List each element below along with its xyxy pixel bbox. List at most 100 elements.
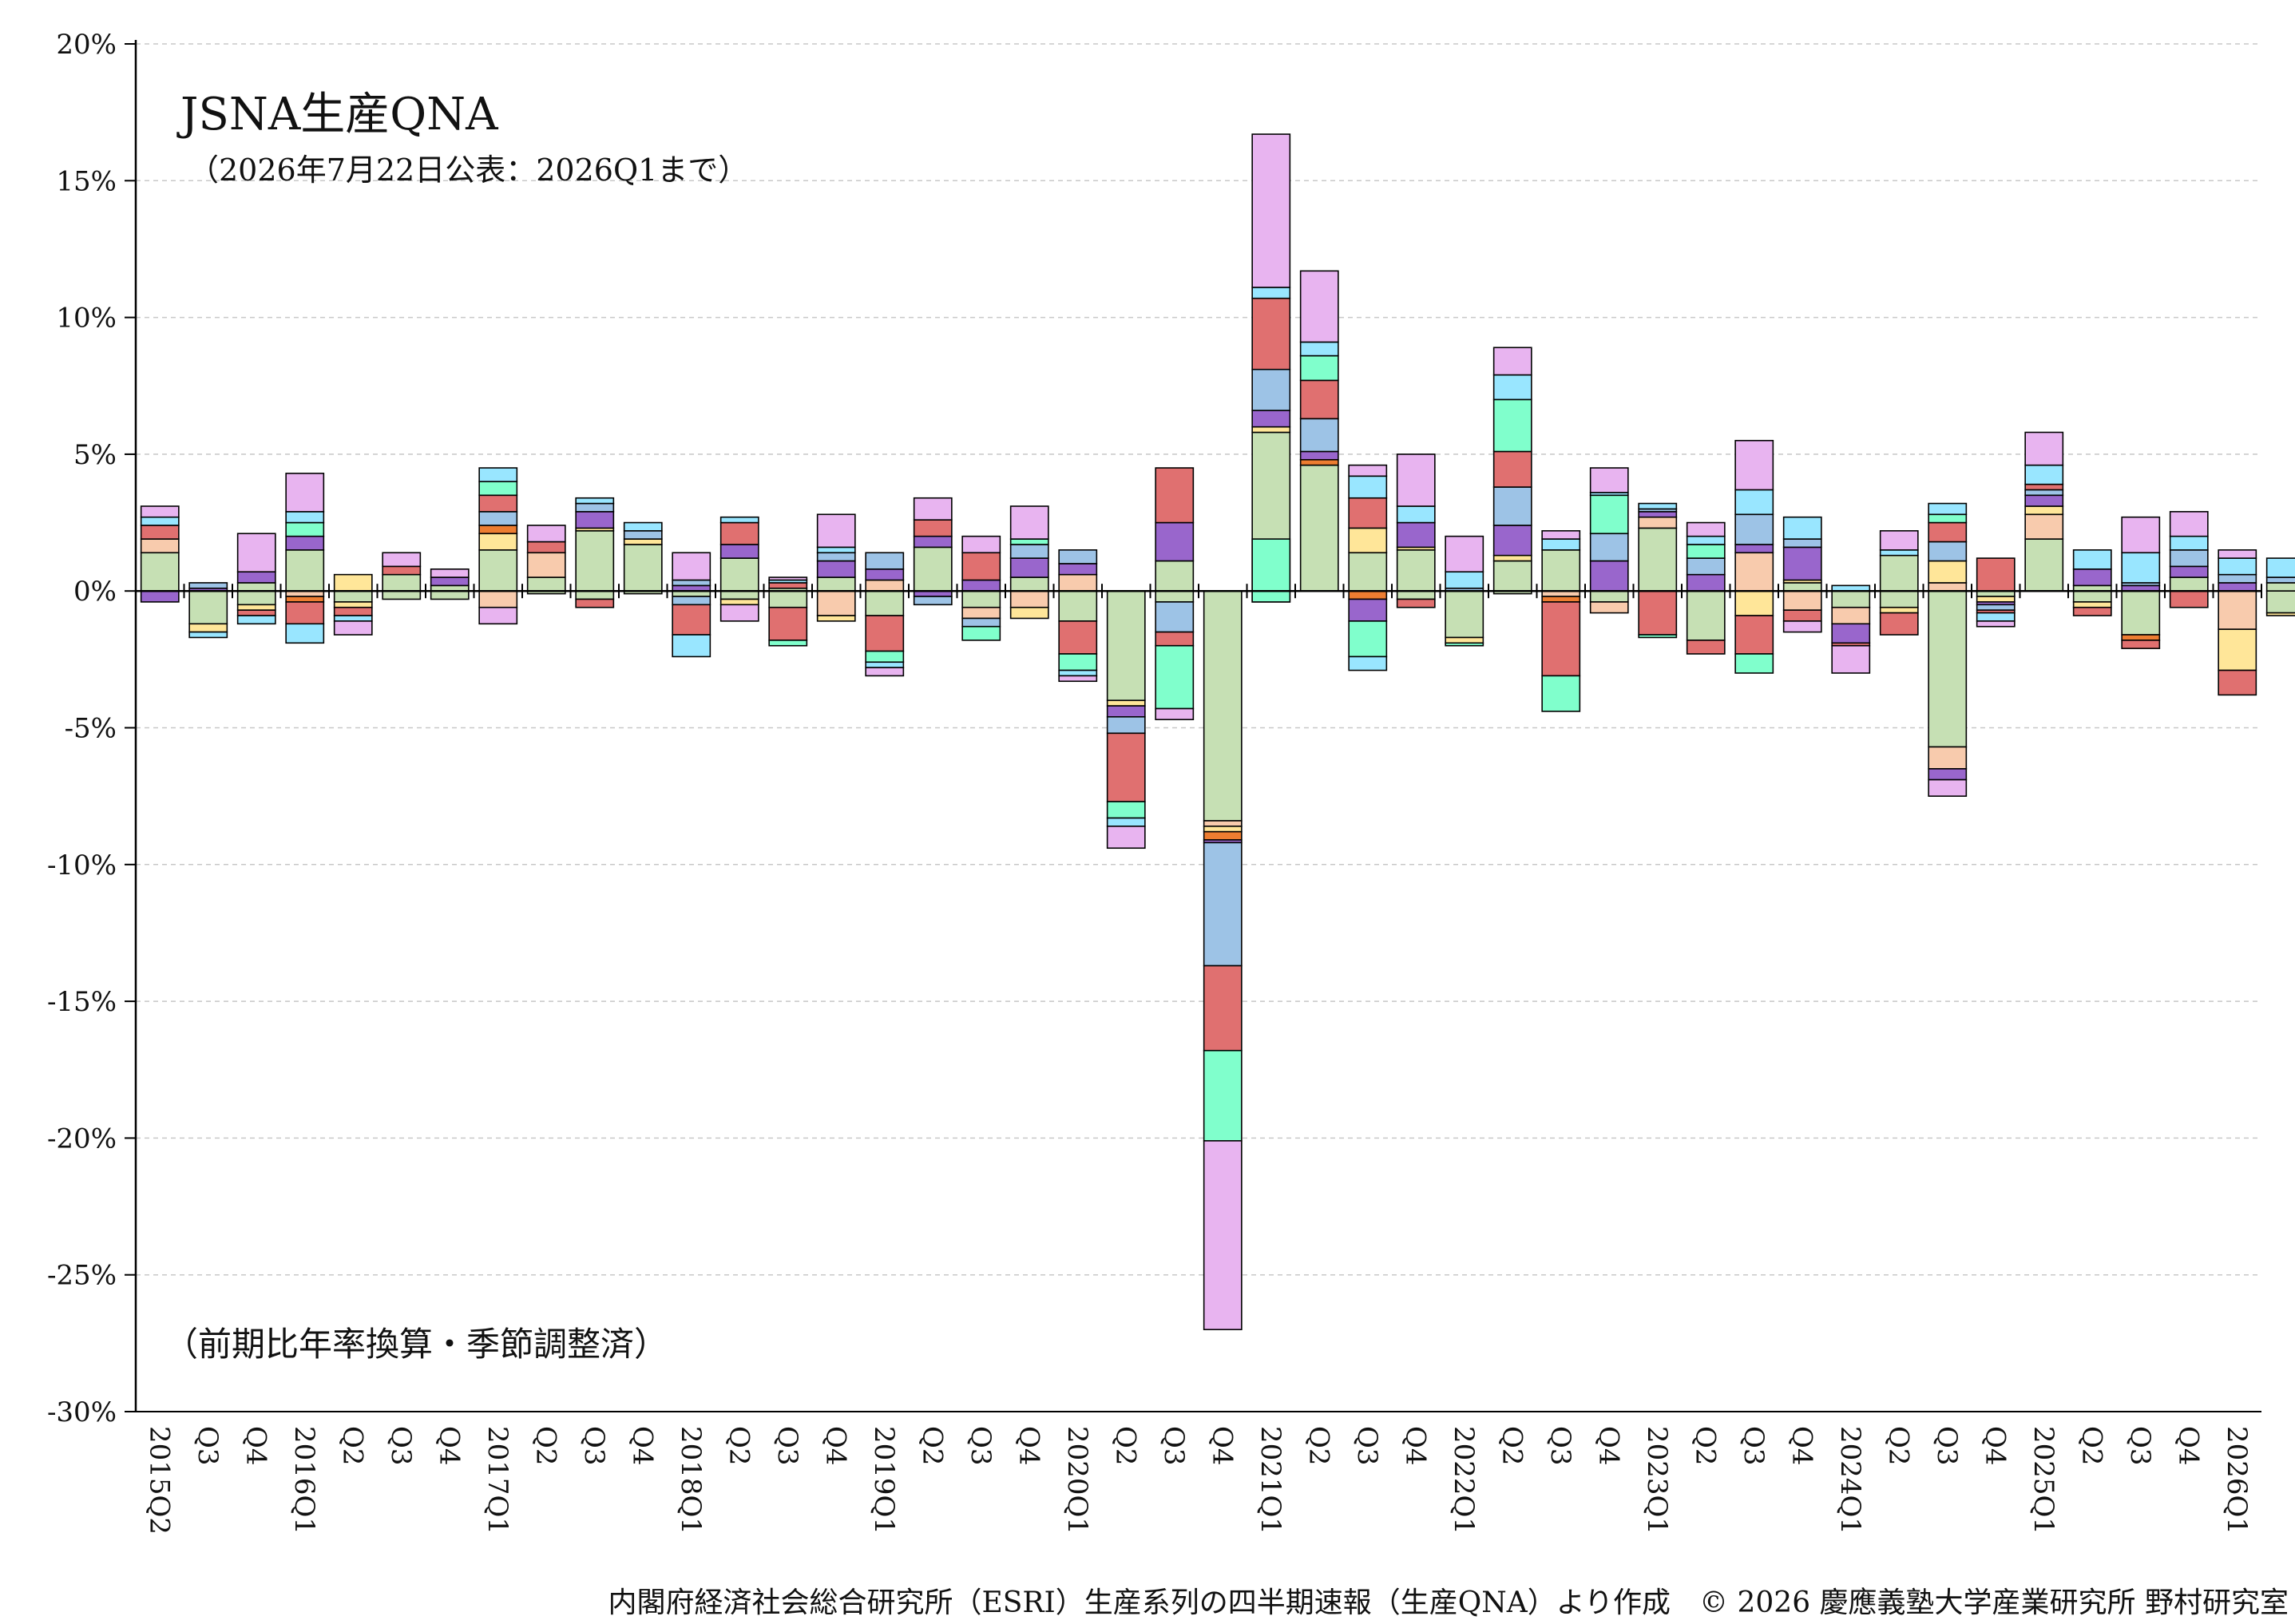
bar-segment	[1009, 544, 1049, 559]
bar-segment	[1734, 544, 1774, 554]
bar-segment	[1203, 1049, 1243, 1142]
x-tick-label: Q3	[965, 1426, 997, 1466]
x-tick-label: Q3	[1931, 1426, 1963, 1466]
bar-segment	[1976, 612, 2016, 622]
y-tick-label: -20%	[47, 1123, 117, 1155]
bar-segment	[623, 538, 663, 545]
bar-segment	[430, 568, 470, 578]
bar-segment	[1589, 533, 1629, 562]
x-tick-label: Q2	[2075, 1426, 2107, 1466]
y-tick-label: -25%	[47, 1260, 117, 1292]
bar-stacks	[140, 133, 2295, 1331]
x-tick-label: Q4	[1206, 1426, 1238, 1466]
x-tick-label: Q2	[1689, 1426, 1721, 1466]
bar-segment	[2265, 590, 2295, 614]
bar-segment	[1299, 270, 1339, 343]
bar-segment	[1686, 640, 1726, 655]
bar-segment	[1976, 557, 2016, 592]
bar-segment	[1299, 418, 1339, 453]
x-tick-label: Q4	[433, 1426, 465, 1466]
bar-segment	[285, 601, 325, 625]
bar-segment	[575, 502, 615, 513]
bar-segment	[1396, 454, 1436, 507]
bar-segment	[1831, 644, 1871, 674]
chart-subtitle: （2026年7月22日公表：2026Q1まで）	[188, 152, 749, 188]
bar-segment	[1492, 450, 1532, 488]
bar-segment	[1782, 546, 1822, 581]
x-tick-label: Q2	[1109, 1426, 1141, 1466]
bar-segment	[719, 516, 759, 524]
bar-segment	[1155, 521, 1195, 562]
bar-segment	[236, 604, 276, 611]
y-axis-ticks: 20% 15% 10% 5% 0% -5% -10% -15% -20% -25% -30%	[47, 29, 136, 1428]
bar-segment	[1492, 486, 1532, 526]
bar-segment	[1348, 497, 1388, 529]
x-tick-label: Q4	[1013, 1426, 1044, 1466]
bar-segment	[623, 521, 663, 532]
bar-segment	[1203, 1140, 1243, 1331]
bar-segment	[1348, 464, 1388, 477]
bar-segment	[1686, 573, 1726, 592]
bar-segment	[333, 573, 373, 592]
bar-segment	[575, 497, 615, 505]
x-tick-label: Q4	[626, 1426, 658, 1466]
bar-segment	[1782, 609, 1822, 622]
bar-segment	[1541, 601, 1581, 677]
bar-segment	[672, 596, 711, 606]
bar-segment	[1058, 653, 1098, 671]
bar-segment	[1009, 505, 1049, 540]
bar-segment	[961, 606, 1001, 620]
bar-segment	[1879, 549, 1919, 557]
bar-segment	[1638, 511, 1678, 518]
bar-segment	[2072, 590, 2112, 603]
bar-segment	[672, 604, 711, 636]
bar-segment	[140, 590, 180, 603]
bar-segment	[1155, 631, 1195, 647]
bar-segment	[478, 511, 518, 526]
bar-segment	[768, 576, 808, 581]
bar-segment	[1155, 560, 1195, 592]
x-tick-label: 2016Q1	[288, 1426, 320, 1535]
bar-segment	[2072, 549, 2112, 570]
bar-segment	[285, 511, 325, 524]
bar-segment	[1396, 598, 1436, 608]
bar-segment	[1348, 527, 1388, 554]
bar-segment	[2121, 640, 2161, 649]
bar-segment	[1879, 606, 1919, 614]
bar-segment	[2218, 669, 2257, 696]
bar-segment	[1928, 778, 1968, 797]
bar-segment	[526, 552, 566, 578]
y-tick-label: -5%	[65, 713, 117, 745]
bar-segment	[1928, 590, 1968, 748]
bar-segment	[2024, 513, 2064, 540]
bar-segment	[1589, 494, 1629, 535]
bar-segment	[1251, 287, 1291, 299]
bar-segment	[1009, 590, 1049, 608]
bar-segment	[1831, 606, 1871, 625]
x-tick-label: Q2	[1496, 1426, 1528, 1466]
bar-segment	[865, 552, 905, 570]
bar-segment	[1638, 527, 1678, 592]
bar-segment	[913, 535, 953, 549]
bar-segment	[1782, 538, 1822, 549]
bar-segment	[1203, 820, 1243, 827]
bar-segment	[1009, 576, 1049, 592]
x-tick-label: 2021Q1	[1255, 1426, 1286, 1535]
bar-segment	[1396, 590, 1436, 600]
bar-segment	[1879, 530, 1919, 551]
bar-segment	[1928, 582, 1968, 592]
bar-segment	[865, 667, 905, 677]
bar-segment	[1976, 604, 2016, 611]
bar-segment	[1734, 615, 1774, 655]
bar-segment	[1299, 341, 1339, 357]
bar-segment	[2169, 511, 2209, 537]
bar-segment	[1299, 379, 1339, 420]
bar-segment	[1976, 620, 2016, 628]
bar-segment	[575, 511, 615, 529]
bar-segment	[816, 590, 856, 616]
bar-segment	[2218, 582, 2257, 592]
bar-segment	[768, 582, 808, 589]
bar-segment	[575, 598, 615, 608]
bar-segment	[1976, 596, 2016, 603]
bar-segment	[2024, 483, 2064, 491]
